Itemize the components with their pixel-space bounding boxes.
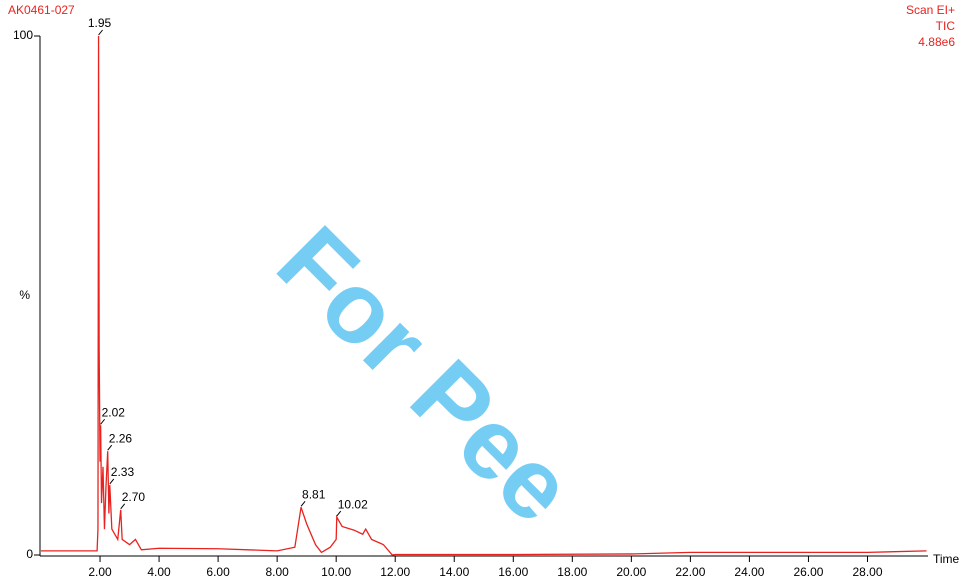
x-tick-label: 24.00: [734, 565, 764, 579]
x-tick-label: 12.00: [380, 565, 410, 579]
x-tick-label: 26.00: [793, 565, 823, 579]
y-axis-label: %: [19, 288, 30, 302]
x-axis-label: Time: [933, 552, 960, 566]
peak-label: 2.02: [102, 405, 126, 419]
peak-label: 8.81: [302, 487, 326, 501]
peak-tick: [100, 418, 106, 425]
peak-tick: [107, 444, 113, 451]
x-tick-label: 4.00: [147, 565, 171, 579]
chart-title: AK0461-027: [8, 3, 75, 17]
peak-tick: [336, 510, 342, 517]
x-tick-label: 18.00: [557, 565, 587, 579]
info-line: 4.88e6: [918, 35, 955, 49]
peak-tick: [109, 478, 115, 485]
peak-label: 2.26: [109, 431, 133, 445]
peak-label: 10.02: [338, 497, 368, 511]
x-tick-label: 10.00: [321, 565, 351, 579]
y-tick-label: 0: [26, 547, 33, 561]
x-tick-label: 14.00: [439, 565, 469, 579]
y-tick-label: 100: [13, 28, 33, 42]
peak-label: 2.70: [122, 490, 146, 504]
peak-label: 1.95: [88, 16, 112, 30]
peak-tick: [300, 500, 306, 507]
info-line: Scan EI+: [906, 3, 955, 17]
x-tick-label: 6.00: [206, 565, 230, 579]
x-tick-label: 8.00: [265, 565, 289, 579]
peak-tick: [120, 503, 126, 510]
info-line: TIC: [936, 19, 956, 33]
x-tick-label: 28.00: [852, 565, 882, 579]
x-tick-label: 20.00: [616, 565, 646, 579]
trace: [41, 35, 927, 556]
x-tick-label: 2.00: [88, 565, 112, 579]
x-tick-label: 22.00: [675, 565, 705, 579]
x-tick-label: 16.00: [498, 565, 528, 579]
peak-label: 2.33: [111, 465, 135, 479]
peak-tick: [98, 29, 103, 36]
